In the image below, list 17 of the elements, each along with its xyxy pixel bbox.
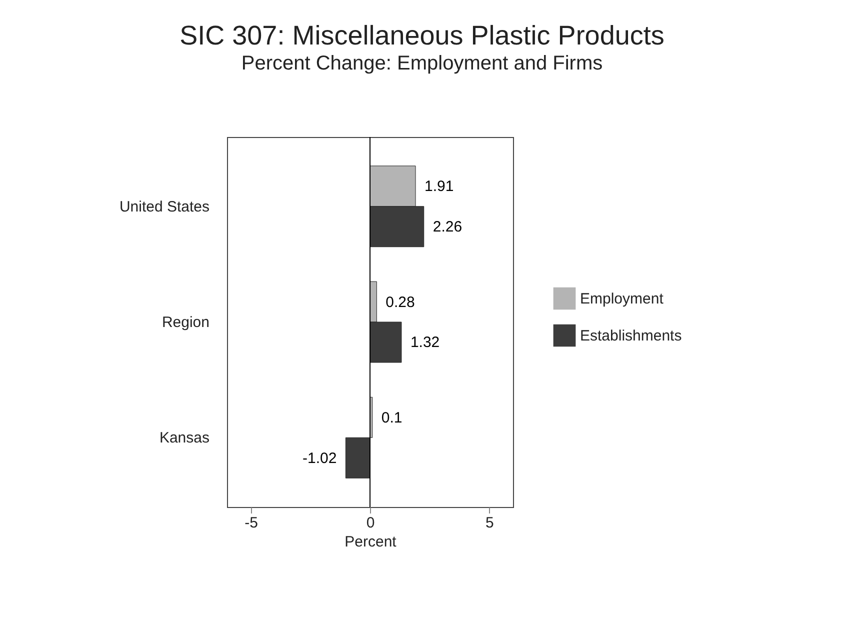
data-label: 2.26 <box>432 218 462 236</box>
legend-label: Employment <box>580 290 664 308</box>
chart-subtitle: Percent Change: Employment and Firms <box>241 52 603 74</box>
legend-label: Establishments <box>580 328 682 344</box>
y-tick-label: Kansas <box>159 430 210 447</box>
data-label: 1.32 <box>410 334 440 352</box>
x-tick-label: 0 <box>366 514 375 532</box>
data-label: -1.02 <box>302 450 337 467</box>
y-tick-label: Region <box>162 314 210 331</box>
chart-title: SIC 307: Miscellaneous Plastic Products <box>180 20 664 50</box>
x-tick-label: 5 <box>485 514 494 532</box>
x-axis-title: Percent <box>344 534 398 550</box>
data-label: 0.1 <box>381 409 402 426</box>
y-tick-label: United States <box>119 198 210 216</box>
data-label: 0.28 <box>386 294 415 311</box>
data-label: 1.91 <box>424 178 454 196</box>
x-tick-label: -5 <box>244 514 258 532</box>
